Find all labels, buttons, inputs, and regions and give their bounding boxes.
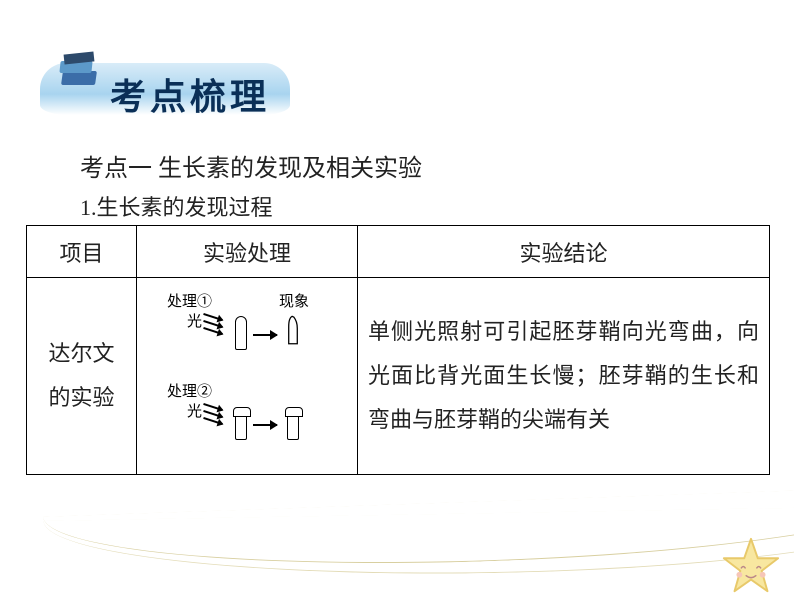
arrow-icon: [253, 424, 277, 426]
project-line1: 达尔文: [48, 341, 114, 366]
th-conclusion: 实验结论: [358, 226, 770, 278]
bent-coleoptile-icon: [287, 314, 299, 346]
table-row: 达尔文 的实验 处理① 现象 光 处理: [27, 278, 770, 475]
project-line2: 的实验: [48, 385, 114, 410]
label-light1: 光: [187, 310, 202, 331]
banner-title: 考点梳理: [110, 68, 270, 120]
cell-project: 达尔文 的实验: [27, 278, 137, 475]
arrow-icon: [253, 334, 277, 336]
wave-line-icon: [44, 505, 794, 581]
star-icon: [720, 535, 782, 597]
experiment-diagram: 处理① 现象 光 处理② 光: [147, 286, 347, 466]
cell-treatment: 处理① 现象 光 处理② 光: [137, 278, 358, 475]
label-proc2: 处理②: [167, 380, 212, 401]
coleoptile-capped-icon: [287, 408, 299, 440]
heading-main: 考点一 生长素的发现及相关实验: [80, 148, 422, 183]
th-treatment: 实验处理: [137, 226, 358, 278]
label-result: 现象: [279, 290, 309, 311]
wave-line-icon: [43, 485, 794, 576]
subheading: 1.生长素的发现过程: [80, 190, 273, 222]
corner-decoration: [644, 513, 794, 603]
label-proc1: 处理①: [167, 290, 212, 311]
label-light2: 光: [187, 400, 202, 421]
cell-conclusion: 单侧光照射可引起胚芽鞘向光弯曲，向光面比背光面生长慢；胚芽鞘的生长和弯曲与胚芽鞘…: [358, 278, 770, 475]
coleoptile-capped-icon: [235, 408, 247, 440]
content-table: 项目 实验处理 实验结论 达尔文 的实验 处理① 现象 光: [26, 225, 770, 475]
th-project: 项目: [27, 226, 137, 278]
books-icon: [58, 53, 100, 89]
banner: 考点梳理: [40, 55, 290, 125]
coleoptile-icon: [235, 316, 247, 350]
table-header-row: 项目 实验处理 实验结论: [27, 226, 770, 278]
